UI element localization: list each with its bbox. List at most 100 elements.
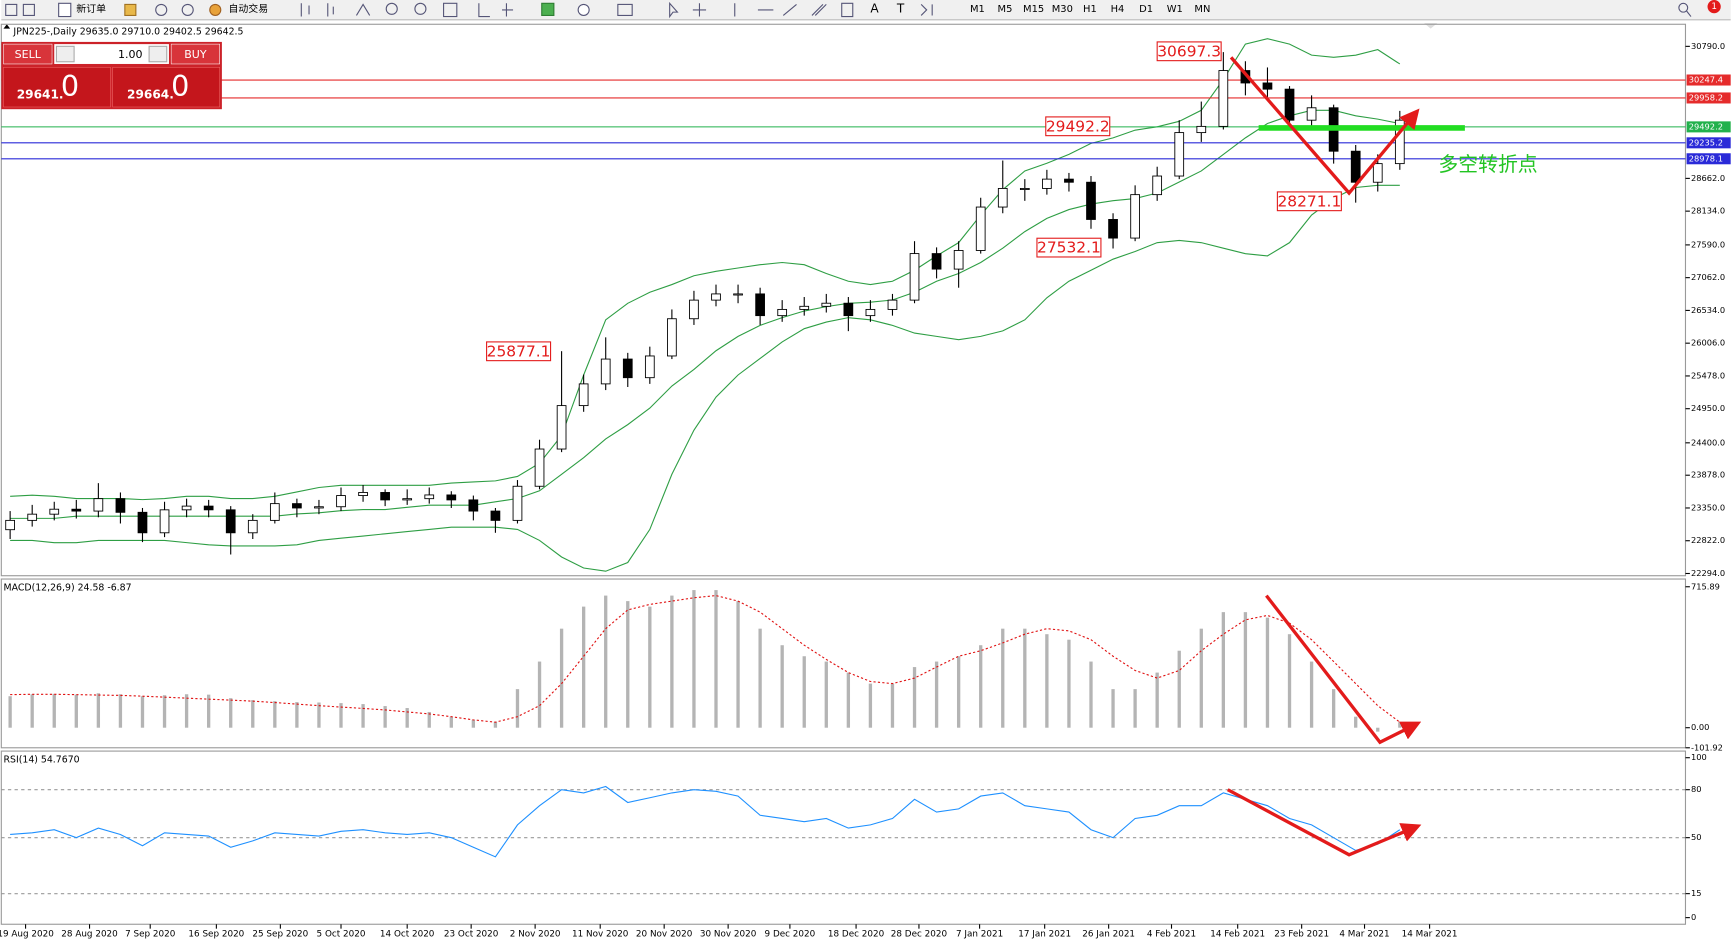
candle-body: [93, 498, 104, 512]
timeframe-button[interactable]: D1: [1139, 4, 1153, 15]
bollinger-upper: [10, 38, 1401, 501]
badge-count: 1: [1711, 2, 1717, 12]
candle-body: [777, 308, 788, 317]
macd-title: MACD(12,26,9) 24.58 -6.87: [4, 582, 132, 593]
candle-body: [975, 206, 986, 251]
macd-bar: [1331, 689, 1336, 728]
timeframe-button[interactable]: H4: [1111, 4, 1125, 15]
buy-label[interactable]: BUY: [184, 48, 207, 61]
candle-body: [733, 293, 743, 296]
x-tick-label: 23 Feb 2021: [1274, 930, 1329, 940]
toolbar: [1, 0, 1731, 20]
macd-bar: [405, 708, 409, 728]
label-tool[interactable]: T: [896, 1, 905, 15]
price-line-label: 29958.2: [1689, 92, 1723, 102]
annotation-box: [486, 341, 552, 362]
candle-body: [843, 302, 854, 317]
candle-body: [689, 299, 699, 320]
x-tick-label: 7 Jan 2021: [956, 930, 1003, 940]
candle-body: [755, 293, 765, 317]
macd-bar: [427, 711, 431, 728]
sell-price[interactable]: 29641.: [17, 87, 64, 101]
x-tick-label: 7 Sep 2020: [125, 930, 176, 940]
volume-down[interactable]: [55, 45, 75, 63]
x-tick-label: 9 Dec 2020: [765, 930, 816, 940]
macd-bar: [295, 702, 299, 728]
price-arrow: [1229, 56, 1420, 196]
y-tick-label: 28662.0: [1691, 173, 1725, 183]
price-line-tag: [1686, 121, 1731, 133]
x-tick-label: 5 Oct 2020: [317, 930, 366, 940]
high-annotation: 25877.1: [487, 342, 551, 360]
volume-box[interactable]: [54, 44, 169, 64]
volume-value[interactable]: 1.00: [118, 48, 143, 61]
buy-pips[interactable]: 0: [171, 69, 189, 103]
rsi-line: [10, 785, 1401, 858]
macd-bar: [515, 689, 520, 728]
x-tick-label: 4 Feb 2021: [1147, 930, 1196, 940]
macd-bar: [251, 700, 255, 728]
y-tick-label: 715.89: [1691, 581, 1720, 591]
timeframe-button[interactable]: MN: [1194, 4, 1210, 15]
candle-body: [1086, 181, 1096, 220]
macd-bar: [537, 661, 542, 728]
x-tick-label: 14 Mar 2021: [1402, 930, 1458, 940]
sell-button[interactable]: [3, 43, 53, 65]
rsi-title: RSI(14) 54.7670: [4, 754, 80, 765]
timeframe-button[interactable]: W1: [1167, 4, 1183, 15]
macd-bar: [802, 656, 806, 728]
candle-body: [1262, 82, 1273, 90]
y-tick-label: 25478.0: [1691, 370, 1725, 380]
trade-panel: SELL 1.00 BUY 29641. 0 29664. 0: [1, 41, 222, 110]
text-tool[interactable]: A: [870, 1, 879, 15]
y-tick-label: 26534.0: [1691, 305, 1725, 315]
macd-bar: [648, 606, 652, 728]
candle-body: [225, 509, 236, 534]
level-annotation: 29492.2: [1046, 117, 1110, 135]
new-order-button[interactable]: 新订单: [76, 2, 106, 15]
timeframe-button[interactable]: M5: [998, 4, 1013, 15]
macd-bar: [383, 706, 387, 728]
price-line-label: 29235.2: [1689, 137, 1723, 147]
timeframe-button[interactable]: H1: [1083, 4, 1097, 15]
macd-bar: [604, 595, 608, 728]
macd-bar: [361, 704, 365, 728]
candle-body: [269, 503, 280, 521]
macd-bar: [1199, 628, 1203, 728]
auto-trading-button[interactable]: 自动交易: [229, 2, 269, 15]
y-tick-label: 27590.0: [1691, 239, 1725, 249]
timeframe-button[interactable]: M15: [1023, 4, 1044, 15]
candle-body: [865, 308, 876, 317]
buy-price[interactable]: 29664.: [127, 87, 174, 101]
x-tick-label: 20 Nov 2020: [636, 930, 693, 940]
y-tick-label: -101.92: [1691, 742, 1723, 752]
annotation-box: [1045, 116, 1111, 137]
price-line-tag: [1686, 92, 1731, 104]
price-line-tag: [1686, 137, 1731, 149]
annotation-box: [1036, 237, 1102, 258]
sell-price-box[interactable]: [3, 67, 111, 108]
candle-body: [1350, 150, 1361, 183]
buy-price-box[interactable]: [112, 67, 220, 108]
main-plot: 30790.0 28662.0 28134.0 27590.0 27062.0 26534…: [1, 38, 1731, 578]
buy-button[interactable]: [170, 43, 220, 65]
sell-pips[interactable]: 0: [61, 69, 79, 103]
candle-body: [27, 513, 38, 521]
candle-body: [1218, 70, 1229, 127]
y-tick-label: 24400.0: [1691, 437, 1725, 447]
candle-body: [1152, 175, 1163, 196]
timeframe-button[interactable]: M30: [1052, 4, 1073, 15]
macd-bar: [1177, 650, 1181, 728]
macd-bar: [471, 719, 476, 728]
volume-up[interactable]: [148, 45, 168, 63]
timeframe-button[interactable]: M1: [970, 4, 985, 15]
low-annotation: 27532.1: [1037, 239, 1101, 257]
sell-label[interactable]: SELL: [15, 48, 42, 61]
candle-body: [667, 318, 677, 357]
candle-body: [600, 358, 611, 385]
macd-bar: [1045, 634, 1049, 728]
notification-badge[interactable]: [1707, 0, 1721, 14]
x-tick-label: 16 Sep 2020: [188, 930, 244, 940]
y-tick-label: 27062.0: [1691, 272, 1725, 282]
price-line-label: 28978.1: [1689, 153, 1723, 163]
